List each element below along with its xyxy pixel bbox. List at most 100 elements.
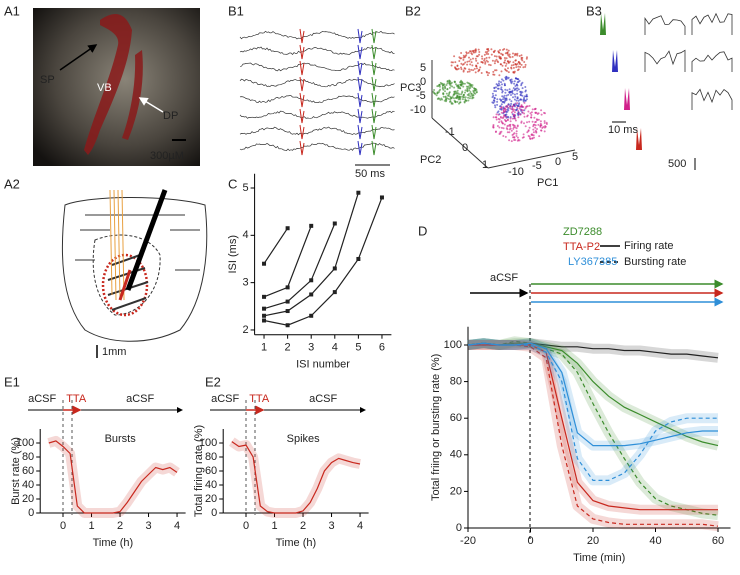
phase-label: aCSF <box>28 393 56 405</box>
point <box>520 92 523 95</box>
point <box>499 131 502 134</box>
point <box>509 117 512 120</box>
x-axis-label: Time (h) <box>276 537 317 549</box>
point <box>481 57 484 60</box>
series-line <box>231 441 361 514</box>
point <box>523 115 526 118</box>
point <box>432 90 435 93</box>
y-tick-label: 100 <box>444 339 462 351</box>
marker <box>262 306 267 311</box>
x-tick-label: 3 <box>328 520 334 532</box>
point <box>531 108 534 111</box>
point <box>506 119 509 122</box>
point <box>496 60 499 63</box>
point <box>442 88 445 91</box>
point <box>514 59 517 62</box>
point <box>500 86 503 89</box>
series-line <box>467 342 719 447</box>
point <box>461 91 464 94</box>
point <box>507 61 510 64</box>
point <box>492 116 495 119</box>
point <box>453 80 456 83</box>
point <box>472 69 475 72</box>
point <box>503 97 506 100</box>
x-axis-label: ISI number <box>296 359 350 371</box>
point <box>510 64 513 67</box>
tick-label: 0 <box>462 142 468 154</box>
point <box>474 49 477 52</box>
point <box>434 93 437 95</box>
point <box>515 104 518 106</box>
point <box>496 98 499 101</box>
point <box>439 88 442 91</box>
point <box>536 128 538 130</box>
spike-hist <box>631 128 647 150</box>
point <box>487 53 490 55</box>
point <box>492 94 495 97</box>
point <box>520 63 523 66</box>
marker <box>285 323 290 328</box>
point <box>524 65 527 68</box>
point <box>490 48 493 51</box>
x-tick-label: 0 <box>243 520 249 532</box>
point <box>472 57 474 60</box>
point <box>456 85 459 88</box>
chart-title: Bursts <box>105 433 137 445</box>
point <box>472 90 475 93</box>
point <box>493 99 496 102</box>
point <box>540 129 543 132</box>
legend-label: TTA-P2 <box>563 241 600 253</box>
point <box>504 76 507 79</box>
point <box>510 129 513 132</box>
point <box>511 107 514 110</box>
point <box>524 107 527 110</box>
y-tick-label: 40 <box>450 449 462 461</box>
point <box>516 87 519 90</box>
spike <box>371 124 377 140</box>
point <box>521 111 524 114</box>
point <box>503 115 506 118</box>
point <box>491 101 494 104</box>
point <box>508 55 511 58</box>
point <box>543 122 546 124</box>
point <box>507 76 510 79</box>
legend-label: LY367385 <box>568 256 617 268</box>
point <box>457 87 460 90</box>
histology-photo: SP VB DP 300µM <box>33 8 200 166</box>
point <box>492 126 495 129</box>
point <box>492 70 495 73</box>
point <box>462 69 465 72</box>
point <box>504 59 507 62</box>
point <box>525 57 528 60</box>
point <box>529 138 532 140</box>
point <box>520 108 523 111</box>
point <box>492 124 495 126</box>
legend-label: Bursting rate <box>624 256 686 268</box>
point <box>448 82 451 85</box>
y-tick-label: 2 <box>242 324 248 336</box>
point <box>476 62 479 65</box>
point <box>545 123 548 125</box>
point <box>498 80 501 83</box>
panel-label: C <box>228 176 237 191</box>
point <box>444 98 447 101</box>
point <box>526 131 529 134</box>
y-tick-label: 60 <box>22 465 34 477</box>
y-tick-label: 20 <box>205 493 217 505</box>
trace <box>239 110 395 119</box>
point <box>455 83 457 86</box>
point <box>509 60 511 63</box>
x-tick-label: 4 <box>174 520 180 532</box>
spike <box>299 28 305 44</box>
point <box>497 113 500 116</box>
point <box>509 123 512 126</box>
point <box>468 70 471 73</box>
point <box>500 88 502 91</box>
point <box>471 94 473 97</box>
y-tick-label: 40 <box>205 479 217 491</box>
point <box>514 77 517 80</box>
point <box>462 93 465 96</box>
point <box>469 58 472 61</box>
y-tick-label: 80 <box>22 451 34 463</box>
point <box>515 66 518 69</box>
